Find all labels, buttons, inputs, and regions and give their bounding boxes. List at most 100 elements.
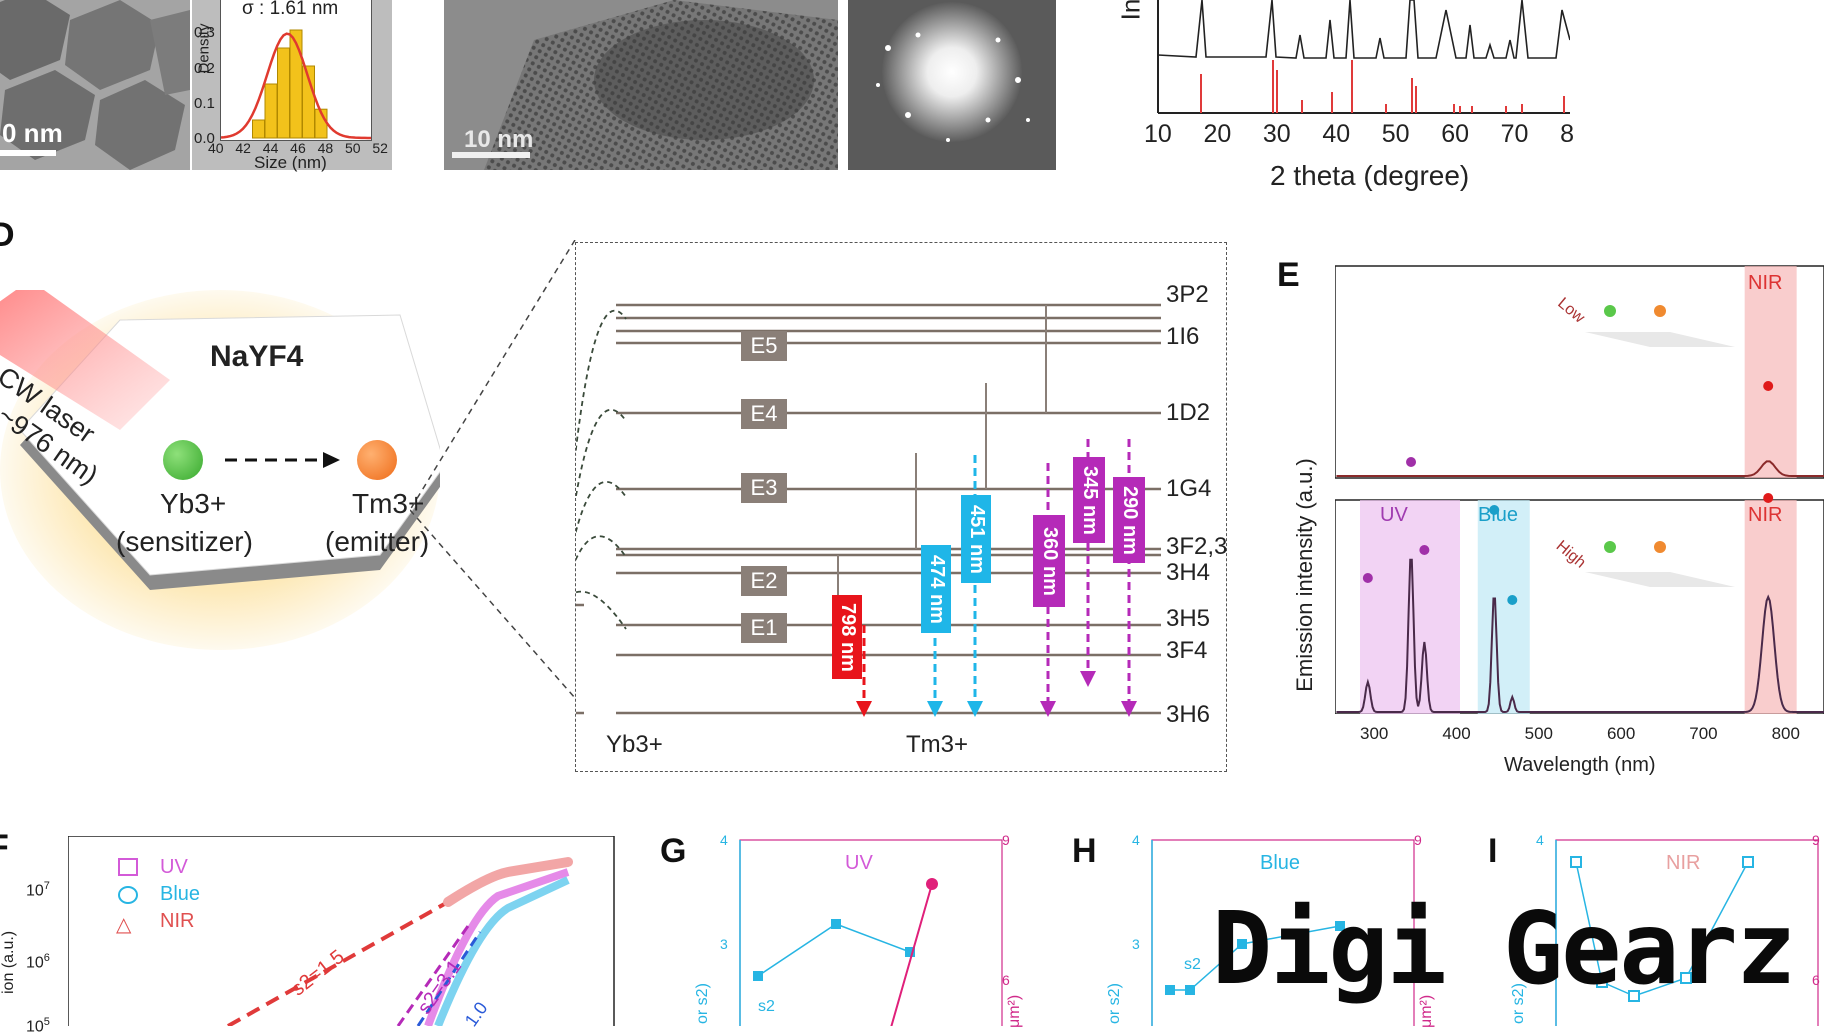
spectra-svg [1335,265,1824,714]
panel-letter-i: I [1488,832,1498,870]
spectra-xtick: 800 [1771,724,1800,743]
histogram-svg [220,29,372,140]
h-s-label: s2 [1184,956,1201,973]
hist-ytick: 0.2 [194,60,215,77]
small-panel-pink-line [890,883,933,1026]
inset-yb-dot [1604,541,1616,553]
g-title: UV [845,852,873,874]
hrtem-image: 10 nm [444,0,838,170]
small-panel-blue-line [1170,925,1341,991]
hist-xtick: 40 [208,140,224,156]
scale-bar-a [0,150,56,156]
small-panel-marker [1237,939,1247,949]
emitter-label: (emitter) [325,526,430,557]
hist-ytick: 0.1 [194,95,215,112]
panel-e: Emission intensity (a.u.) NIR Low UV Blu… [1280,262,1824,782]
fit-line-blue [416,931,482,1026]
nir-data-band [443,857,573,907]
spectra-xtick: 700 [1689,724,1718,743]
emission-360-label: 360 nm [1038,526,1061,596]
fit-line-nir [227,900,449,1026]
tm-level-label: Tm3+ [906,731,969,758]
panel-letter-g: G [660,832,687,870]
e4-box: E4 [741,399,787,429]
tem-image-nanocrystals: 0 nm [0,0,190,170]
xrd-xtick: 10 [1144,120,1172,148]
spectra-xtick: 500 [1524,724,1553,743]
small-panel-marker [1742,856,1754,868]
emission-arrowhead [1040,701,1056,717]
g-plot-svg [739,839,1003,1026]
blue-band [1477,500,1530,714]
small-panel-marker [905,947,915,957]
emission-798-label: 798 nm [836,602,859,672]
uv-band [1360,500,1460,714]
spectra-xtick: 300 [1360,724,1389,743]
tm-label: Tm3+ [352,488,425,519]
watermark-logo: Digi Gearz [1212,890,1796,1007]
emission-arrowhead [1080,671,1096,687]
inset-yb-dot [1604,305,1616,317]
zoom-lines [410,240,576,699]
hist-xticks: 40 42 44 46 48 50 52 [208,140,388,156]
top-nir-band [1744,266,1797,478]
emission-arrowhead [967,701,983,717]
panel-g: UV 4 3 9 6 s2 or s2) μm²) [680,832,1023,1028]
uv-band-label: UV [1380,504,1408,526]
sensitizer-label: (sensitizer) [116,526,253,557]
yb-level-label: Yb3+ [606,731,663,758]
peak-marker [1507,595,1518,605]
blue-band-label: Blue [1478,504,1519,526]
spectra-xticks: 300 400 500 600 700 800 [1360,724,1800,744]
level-3f23: 3F2,3 [1166,533,1228,560]
peak-marker [1406,457,1417,467]
small-panel-marker [831,919,841,929]
emission-290-label: 290 nm [1118,485,1141,555]
g-s-label: s2 [758,998,775,1015]
emission-474-label: 474 nm [925,554,948,624]
xrd-xlabel: 2 theta (degree) [1270,160,1470,191]
crystal-schematic: NaYF4 CW laser (λ~976 nm) Yb3+ (sensitiz… [0,280,446,650]
spectra-xlabel: Wavelength (nm) [1504,754,1656,776]
emission-arrowhead [1121,701,1137,717]
crystal-label: NaYF4 [210,340,304,373]
i-right-tick: 9 [1812,832,1820,848]
xrd-xtick: 8 [1560,120,1574,148]
xrd-xtick: 60 [1441,120,1469,148]
spectra-ylabel: Emission intensity (a.u.) [1292,458,1317,692]
transfer-curve [561,590,627,630]
legend-uv-marker [118,858,138,876]
i-title: NIR [1666,852,1701,874]
emission-360-box: 360 nm [1033,515,1065,607]
small-panel-marker [1596,976,1608,988]
level-3f4: 3F4 [1166,637,1208,664]
xrd-plot [1157,0,1570,114]
small-panel-marker [1335,921,1345,931]
h-left-tick: 3 [1132,936,1140,952]
peak-marker [1489,505,1500,515]
sigma-label: σ : 1.61 nm [242,0,339,19]
xrd-xticks: 10 20 30 40 50 60 70 8 [1144,120,1574,149]
xrd-xtick: 30 [1262,120,1291,148]
level-1g4: 1G4 [1166,475,1212,502]
h-right-tick: 9 [1414,832,1422,848]
panel-letter-f: F [0,828,9,867]
small-panel-marker [753,971,763,981]
i-left-tick: 4 [1536,832,1544,848]
f-ytick: 106 [26,952,50,972]
g-left-tick: 4 [720,832,728,848]
panel-letter-e: E [1277,256,1300,294]
xrd-xtick: 50 [1381,120,1410,148]
xrd-xtick: 40 [1322,120,1351,148]
level-1d2: 1D2 [1166,399,1211,426]
emission-798-box: 798 nm [832,595,862,679]
xrd-xtick: 70 [1500,120,1529,148]
g-right-tick: 6 [1002,972,1010,988]
hexagon-particles [0,0,190,170]
h-left-axis: or s2) [1106,983,1123,1024]
panel-letter-h: H [1072,832,1097,870]
bottom-nir-band-label: NIR [1748,504,1783,526]
transfer-curve [561,480,627,604]
panel-letter-d: D [0,216,15,254]
small-panel-marker [1628,990,1640,1002]
